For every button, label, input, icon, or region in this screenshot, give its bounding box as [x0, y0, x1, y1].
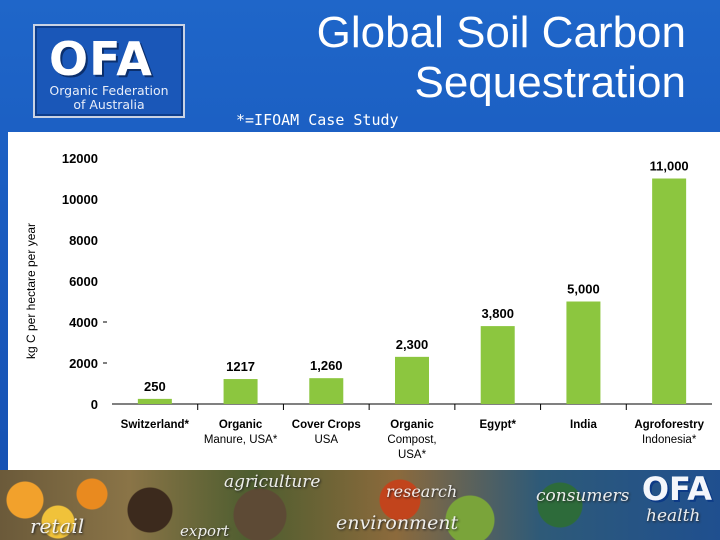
logo-name-line2: of Australia	[73, 97, 145, 112]
bar	[652, 178, 687, 404]
x-category-label: Organic	[390, 419, 434, 431]
bar	[480, 326, 515, 404]
y-tick-label: 10000	[62, 192, 98, 207]
x-category-label: Egypt*	[480, 419, 517, 431]
case-study-note: *=IFOAM Case Study	[236, 111, 399, 129]
data-label: 1217	[226, 359, 255, 374]
logo-name-line1: Organic Federation	[49, 83, 169, 98]
x-category-label: USA	[314, 434, 338, 446]
footer-banner: agriculture research consumers retail en…	[0, 470, 720, 540]
x-category-label: Indonesia*	[642, 434, 697, 446]
y-tick-label: 12000	[62, 151, 98, 166]
footer-word-agriculture: agriculture	[224, 472, 321, 492]
y-tick-label: 2000	[69, 356, 98, 371]
x-category-label: India	[570, 419, 597, 431]
x-category-label: Cover Crops	[292, 419, 361, 431]
y-tick-label: 0	[91, 397, 98, 412]
bar	[566, 301, 601, 404]
x-category-label: USA*	[398, 449, 427, 461]
title-line1: Global Soil Carbon	[316, 8, 686, 57]
data-label: 250	[144, 379, 166, 394]
bar	[137, 398, 172, 404]
footer-word-research: research	[386, 482, 458, 501]
y-axis-label: kg C per hectare per year	[24, 223, 38, 359]
bar-chart: kg C per hectare per year 0 2000 4000 6000 80…	[24, 151, 712, 461]
footer-word-export: export	[180, 522, 230, 540]
logo-organisation-name: Organic Federation of Australia	[35, 84, 183, 112]
ofa-logo: OFA Organic Federation of Australia	[33, 24, 185, 118]
data-label: 1,260	[310, 358, 343, 373]
data-label: 11,000	[650, 159, 689, 174]
x-category-label: Manure, USA*	[204, 434, 278, 446]
title-line2: Sequestration	[414, 58, 686, 107]
data-label: 3,800	[481, 306, 514, 321]
x-category-label: Switzerland*	[121, 419, 190, 431]
x-category-label: Agroforestry	[634, 419, 704, 431]
footer-word-consumers: consumers	[536, 486, 630, 506]
y-tick-label: 8000	[69, 233, 98, 248]
x-category-label: Organic	[219, 419, 263, 431]
footer-ofa-logo: OFA	[641, 470, 712, 508]
data-label: 2,300	[396, 337, 429, 352]
chart-panel: kg C per hectare per year 0 2000 4000 6000 80…	[8, 132, 720, 470]
data-label: 5,000	[567, 282, 600, 297]
footer-word-retail: retail	[30, 514, 85, 538]
y-tick-label: 6000	[69, 274, 98, 289]
bar	[395, 356, 429, 404]
bar	[223, 379, 258, 404]
slide-title: Global Soil Carbon Sequestration	[286, 8, 686, 108]
logo-mark: OFA	[49, 32, 153, 86]
footer-word-environment: environment	[336, 512, 459, 534]
footer-word-health: health	[646, 506, 701, 526]
y-tick-label: 4000	[69, 315, 98, 330]
x-category-label: Compost,	[387, 434, 436, 446]
bar	[309, 378, 344, 404]
